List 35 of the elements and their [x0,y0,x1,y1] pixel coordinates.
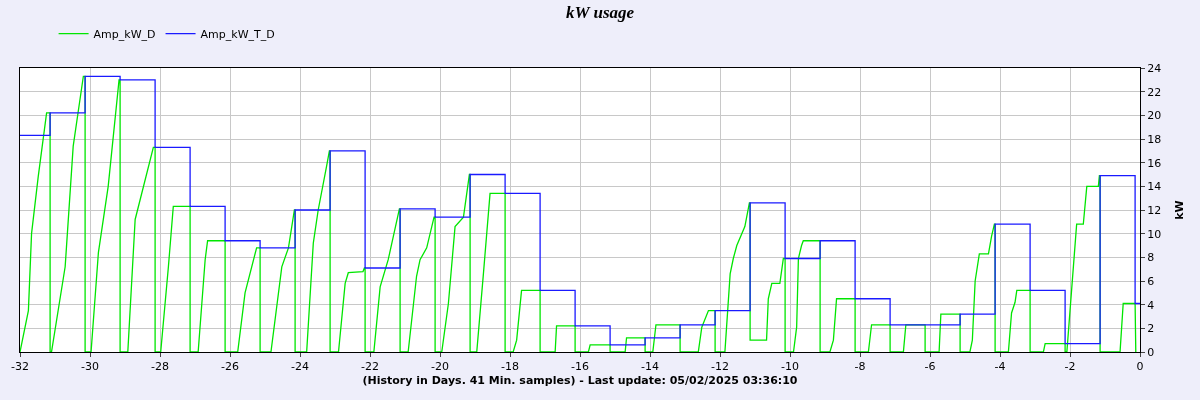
x-tick-label: -4 [994,360,1006,374]
y-tick-label: 14 [1147,180,1162,194]
y-tick-label: 8 [1147,251,1155,265]
x-tick-label: -30 [81,360,99,374]
x-tick-label: -18 [501,360,519,374]
x-tick-label: -12 [711,360,729,374]
y-tick-label: 0 [1147,345,1155,359]
x-tick-label: -14 [641,360,659,374]
x-tick-label: 0 [1136,360,1144,374]
y-tick-label: 12 [1147,203,1162,217]
chart-title: kW usage [565,2,635,22]
x-tick-label: -16 [571,360,589,374]
x-tick-label: -32 [11,360,29,374]
x-tick-label: -10 [781,360,799,374]
legend-label: Amp_kW_T_D [200,27,275,41]
x-axis-title: (History in Days. 41 Min. samples) - Last update: 05/02/2025 03:36:10 [362,374,798,388]
y-tick-label: 20 [1147,109,1162,123]
y-tick-label: 18 [1147,132,1162,146]
y-tick-label: 16 [1147,156,1162,170]
x-tick-label: -20 [431,360,449,374]
x-tick-label: -6 [924,360,936,374]
y-tick-label: 24 [1147,61,1162,75]
x-tick-label: -28 [151,360,169,374]
y-tick-label: 22 [1147,85,1162,99]
y-tick-label: 6 [1147,274,1155,288]
y-tick-label: 2 [1147,322,1155,336]
x-tick-label: -2 [1064,360,1076,374]
x-tick-label: -8 [854,360,866,374]
x-tick-label: -22 [361,360,379,374]
legend-label: Amp_kW_D [93,27,156,41]
x-tick-label: -26 [221,360,239,374]
x-tick-label: -24 [291,360,309,374]
y-axis-title: kW [1173,200,1187,220]
y-tick-label: 10 [1147,227,1162,241]
y-tick-label: 4 [1147,298,1155,312]
